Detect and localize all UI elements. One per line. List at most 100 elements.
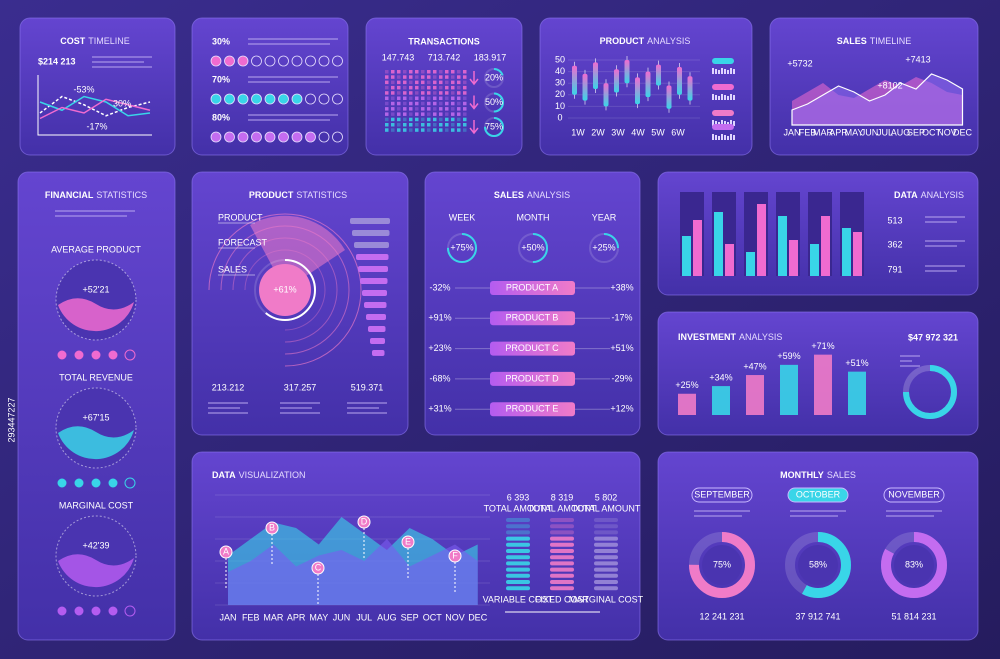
x-tick-label: OCT xyxy=(423,612,443,622)
stair-bar xyxy=(360,278,388,284)
dot-matrix xyxy=(445,96,449,100)
donut-label: 83% xyxy=(905,559,923,569)
panel-title: INVESTMENT ANALYSIS xyxy=(678,332,782,342)
mini-bar xyxy=(730,120,732,126)
dot xyxy=(318,55,330,67)
y-tick-label: 10 xyxy=(555,101,565,111)
mini-bar xyxy=(721,94,723,100)
bar xyxy=(810,244,819,276)
dot-row xyxy=(210,131,343,143)
ring-value xyxy=(689,532,755,598)
stair-bar xyxy=(370,338,385,344)
dot-matrix xyxy=(427,75,431,79)
dot xyxy=(210,55,222,67)
title-bold: PRODUCT xyxy=(249,190,294,200)
mini-bar xyxy=(730,134,732,140)
ring-value xyxy=(447,233,477,263)
stack-pill xyxy=(506,536,530,541)
filler-text xyxy=(694,510,750,512)
value-label: +34% xyxy=(709,372,732,382)
mini-bar xyxy=(721,134,723,140)
metric: 362 xyxy=(887,239,902,249)
dot-matrix xyxy=(421,117,425,122)
filler-text xyxy=(248,43,330,45)
bar xyxy=(780,364,798,415)
dot-matrix xyxy=(463,128,467,132)
total: 51 814 231 xyxy=(891,611,936,621)
stack-pill xyxy=(550,567,574,572)
metric: 791 xyxy=(887,264,902,274)
dot-matrix xyxy=(451,112,455,116)
x-tick-label: JUN xyxy=(333,612,351,622)
dot-matrix xyxy=(433,112,437,116)
filler-text xyxy=(208,412,248,414)
title-bold: INVESTMENT xyxy=(678,332,737,342)
dot-matrix xyxy=(457,70,461,74)
dot-matrix xyxy=(415,80,419,85)
center-label: +61% xyxy=(273,284,296,294)
dot xyxy=(108,606,118,616)
dot-matrix xyxy=(445,85,449,90)
dot-matrix xyxy=(439,80,443,85)
metric: 513 xyxy=(887,215,902,225)
dot xyxy=(124,605,136,617)
dot-matrix xyxy=(409,123,413,127)
change: +31% xyxy=(428,404,451,414)
candle xyxy=(635,77,640,105)
bar xyxy=(814,354,832,415)
pill xyxy=(490,402,575,417)
annotation: 30% xyxy=(113,98,131,108)
dot-matrix xyxy=(463,80,467,85)
dot-matrix xyxy=(457,101,461,106)
dot xyxy=(264,93,276,105)
dot-matrix xyxy=(385,101,389,106)
total: 713.742 xyxy=(428,52,461,62)
period: YEAR xyxy=(592,212,617,222)
dot-matrix xyxy=(427,96,431,100)
x-tick-label: SEP xyxy=(907,127,925,137)
panel xyxy=(365,17,523,156)
dot xyxy=(251,131,262,143)
stack-pill xyxy=(594,524,618,529)
candle xyxy=(645,71,651,98)
mini-bar xyxy=(718,136,720,140)
amount: $214 213 xyxy=(38,56,76,66)
dot-matrix xyxy=(463,117,467,122)
dot xyxy=(305,93,316,105)
legend-label: SALES xyxy=(218,264,247,274)
dot-matrix xyxy=(391,107,395,111)
month-pill xyxy=(691,487,753,503)
ring-value xyxy=(484,117,504,137)
dot-matrix xyxy=(439,101,443,106)
stair-bar xyxy=(364,302,387,308)
dot xyxy=(224,93,235,105)
candle xyxy=(603,83,609,107)
filler-text xyxy=(900,360,912,362)
dot-matrix xyxy=(391,91,395,95)
dot-matrix xyxy=(463,107,467,111)
change: +12% xyxy=(610,404,633,414)
dot-matrix xyxy=(415,101,419,106)
dot-matrix xyxy=(457,123,461,127)
filler-text xyxy=(900,355,920,357)
dot-matrix xyxy=(427,112,431,116)
title-rest: TIMELINE xyxy=(870,36,912,46)
dot xyxy=(108,350,118,360)
arrow xyxy=(469,120,479,135)
mini-bar xyxy=(715,135,717,140)
cost-name: MARGINAL COST xyxy=(569,594,644,604)
mini-bar xyxy=(724,95,726,100)
total: 147.743 xyxy=(382,52,415,62)
x-tick-label: JUN xyxy=(861,127,879,137)
dot-matrix xyxy=(439,107,443,111)
bar xyxy=(853,232,862,276)
dot-matrix xyxy=(385,70,389,74)
stack-pill xyxy=(506,580,530,584)
stack-pill xyxy=(506,524,530,529)
dot-matrix xyxy=(439,117,443,122)
x-tick-label: AUG xyxy=(891,127,911,137)
dot xyxy=(291,93,303,105)
ring-label: +75% xyxy=(450,242,473,252)
bar xyxy=(714,212,723,276)
dot-matrix xyxy=(451,75,455,79)
